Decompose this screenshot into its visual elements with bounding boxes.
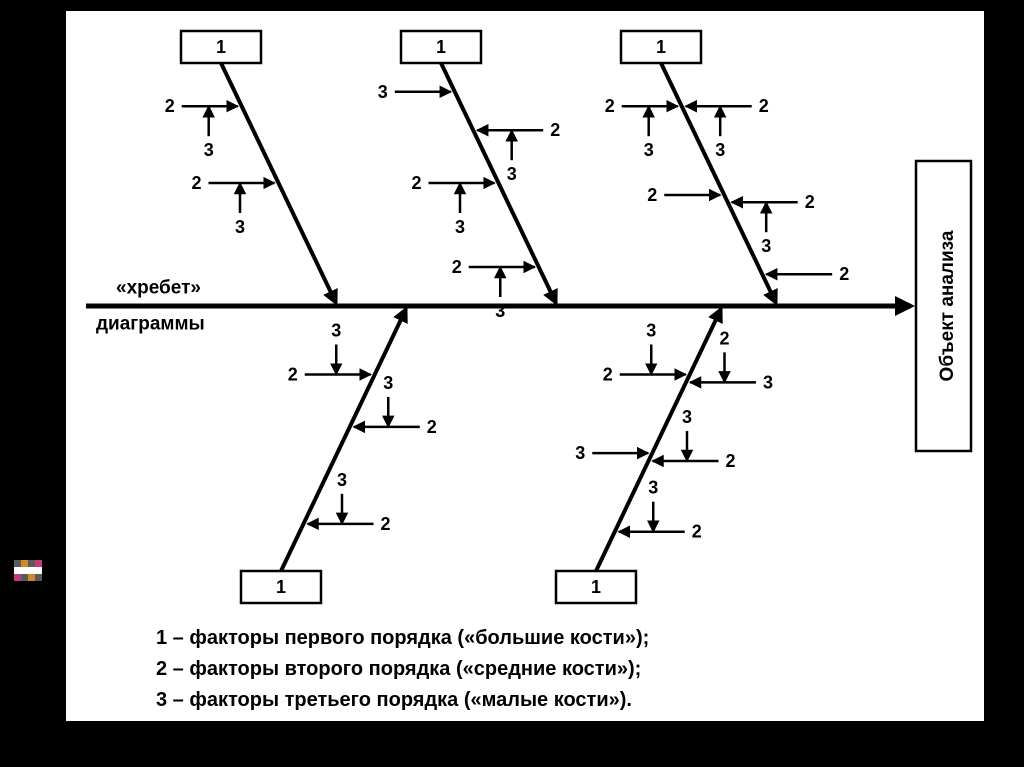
- legend-line-3: 3 – факторы третьего порядка («малые кос…: [156, 685, 649, 716]
- svg-text:2: 2: [165, 96, 175, 116]
- svg-text:3: 3: [455, 217, 465, 237]
- svg-text:2: 2: [805, 192, 815, 212]
- svg-text:Объект анализа: Объект анализа: [937, 230, 958, 381]
- slide: «хребет»диаграммыОбъект анализа123231323…: [0, 0, 1024, 767]
- svg-text:1: 1: [436, 37, 446, 57]
- svg-text:3: 3: [682, 407, 692, 427]
- svg-text:3: 3: [648, 478, 658, 498]
- svg-text:2: 2: [288, 365, 298, 385]
- svg-text:1: 1: [591, 577, 601, 597]
- legend-line-1: 1 – факторы первого порядка («большие ко…: [156, 623, 649, 654]
- svg-text:«хребет»: «хребет»: [116, 278, 201, 299]
- svg-text:2: 2: [647, 185, 657, 205]
- svg-text:1: 1: [656, 37, 666, 57]
- svg-text:1: 1: [276, 577, 286, 597]
- svg-text:3: 3: [495, 301, 505, 321]
- svg-text:3: 3: [337, 470, 347, 490]
- svg-text:3: 3: [644, 140, 654, 160]
- diagram-card: «хребет»диаграммыОбъект анализа123231323…: [65, 10, 985, 722]
- svg-text:1: 1: [216, 37, 226, 57]
- svg-text:2: 2: [427, 417, 437, 437]
- svg-text:2: 2: [191, 173, 201, 193]
- svg-text:3: 3: [715, 140, 725, 160]
- svg-text:2: 2: [603, 365, 613, 385]
- svg-text:диаграммы: диаграммы: [96, 314, 205, 335]
- svg-text:3: 3: [378, 82, 388, 102]
- svg-text:2: 2: [452, 257, 462, 277]
- svg-text:2: 2: [692, 522, 702, 542]
- svg-text:2: 2: [725, 451, 735, 471]
- svg-text:3: 3: [507, 164, 517, 184]
- svg-text:2: 2: [605, 96, 615, 116]
- svg-text:2: 2: [411, 173, 421, 193]
- accent-decoration: [14, 560, 42, 581]
- legend: 1 – факторы первого порядка («большие ко…: [156, 623, 649, 716]
- legend-line-2: 2 – факторы второго порядка («средние ко…: [156, 654, 649, 685]
- svg-text:3: 3: [204, 140, 214, 160]
- svg-text:3: 3: [383, 373, 393, 393]
- svg-text:3: 3: [763, 372, 773, 392]
- svg-text:3: 3: [575, 443, 585, 463]
- svg-text:3: 3: [761, 236, 771, 256]
- svg-text:2: 2: [380, 514, 390, 534]
- fishbone-diagram: «хребет»диаграммыОбъект анализа123231323…: [66, 11, 984, 611]
- svg-text:2: 2: [550, 120, 560, 140]
- svg-text:3: 3: [646, 321, 656, 341]
- svg-text:3: 3: [331, 321, 341, 341]
- svg-text:2: 2: [759, 96, 769, 116]
- svg-text:2: 2: [719, 328, 729, 348]
- svg-text:2: 2: [839, 264, 849, 284]
- svg-text:3: 3: [235, 217, 245, 237]
